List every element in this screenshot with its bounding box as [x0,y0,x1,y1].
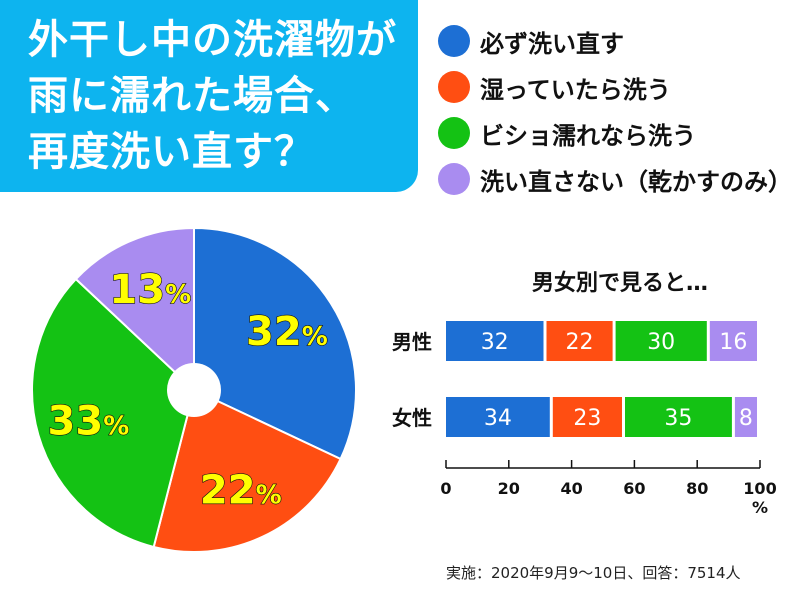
bar-segment [734,397,757,437]
bar-value-label: 30 [647,330,675,355]
legend-item: 湿っていたら洗う [438,64,792,110]
legend-label: 必ず洗い直す [480,29,624,58]
bar-segment [625,397,732,437]
bar-value-label: 34 [484,406,512,431]
pie-slice [193,226,357,461]
legend-item: 洗い直さない（乾かすのみ） [438,156,792,202]
legend-swatch [438,71,470,103]
pie-slice [152,388,342,553]
legend-label: 湿っていたら洗う [480,75,671,104]
pie-slice-label: 13% [109,267,191,313]
bar-value-label: 22 [566,330,594,355]
x-tick-label: 0 [440,479,451,498]
legend-swatch [438,163,470,195]
legend-item: ビショ濡れなら洗う [438,110,792,156]
legend-label: 洗い直さない（乾かすのみ） [480,167,792,196]
title-panel: 外干し中の洗濯物が 雨に濡れた場合、 再度洗い直す？ [0,0,418,192]
chart-title: 外干し中の洗濯物が 雨に濡れた場合、 再度洗い直す？ [28,12,397,180]
x-tick-label: 100 [743,479,776,498]
footnote: 実施：2020年9月9～10日、回答：7514人 [446,564,741,582]
bar-value-label: 16 [719,330,747,355]
x-tick-label: 80 [686,479,708,498]
legend-item: 必ず洗い直す [438,18,792,64]
bar-category-label: 男性 [392,330,432,354]
bar-segment [709,321,757,361]
x-axis-unit: % [752,498,768,517]
legend: 必ず洗い直す湿っていたら洗う ビショ濡れなら洗う洗い直さない（乾かすのみ） [438,18,792,202]
pie-slice [74,226,195,393]
pie-slice-label: 33% [48,399,130,445]
bar-segment [615,321,707,361]
bar-value-label: 8 [739,406,753,431]
title-line-3: 再度洗い直す？ [28,129,315,175]
pie-center-hole [167,363,221,417]
bar-value-label: 35 [664,406,692,431]
legend-swatch [438,117,470,149]
pie-slice [31,277,196,549]
bar-segment [446,397,550,437]
bar-value-label: 32 [481,330,509,355]
pie-chart: 32% 22% 33% 13% [31,226,357,553]
pie-slice-label: 22% [200,468,282,514]
pie-slice-label: 32% [246,309,328,355]
x-tick-label: 40 [560,479,582,498]
bar-value-label: 23 [573,406,601,431]
title-line-2: 雨に濡れた場合、 [28,73,356,119]
legend-swatch [438,25,470,57]
bar-segment [546,321,613,361]
x-tick-label: 60 [623,479,645,498]
bar-segment [552,397,622,437]
legend-label: ビショ濡れなら洗う [480,121,696,150]
bar-category-label: 女性 [392,406,432,430]
x-tick-label: 20 [498,479,520,498]
gender-chart-title: 男女別で見ると… [531,271,708,296]
title-line-1: 外干し中の洗濯物が [28,17,397,63]
bar-segment [446,321,544,361]
